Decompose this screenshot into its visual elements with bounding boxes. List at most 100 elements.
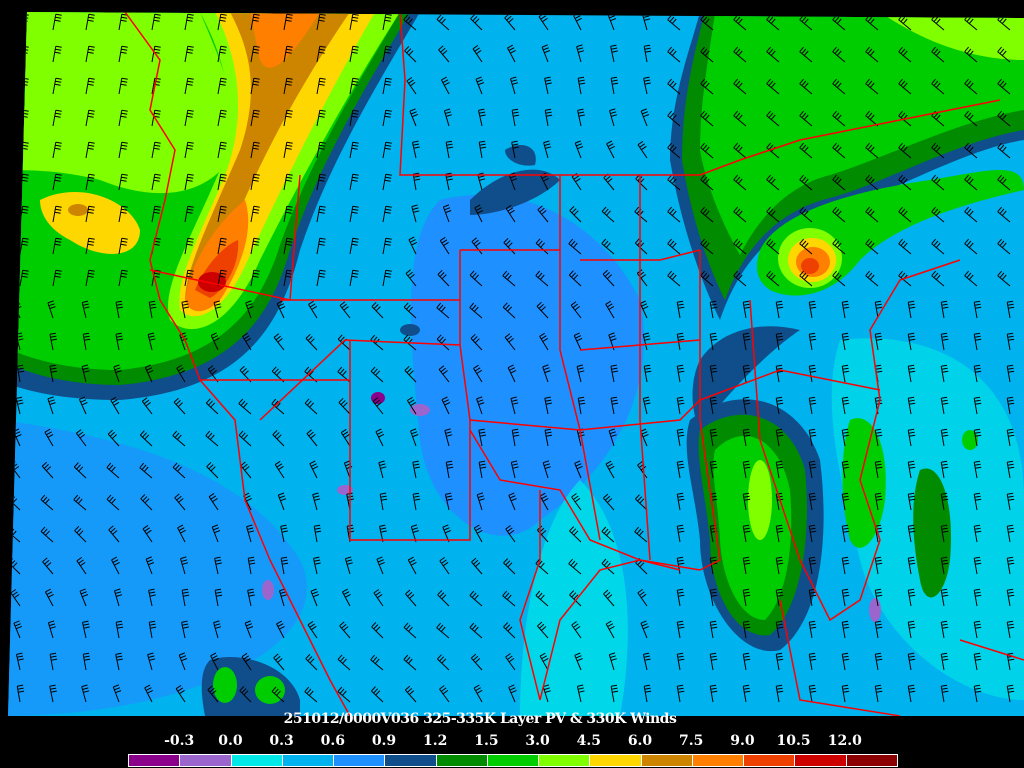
wind-barb — [172, 462, 186, 479]
wind-barb — [539, 492, 549, 511]
wind-barb — [144, 684, 154, 703]
wind-barb — [151, 205, 161, 223]
wind-barb — [375, 428, 385, 447]
wind-barb — [610, 364, 618, 383]
wind-barb — [338, 397, 351, 415]
wind-barb — [940, 684, 949, 703]
wind-barb — [1006, 396, 1015, 415]
wind-barb — [931, 206, 945, 223]
wind-barb — [141, 397, 153, 415]
colorbar — [128, 754, 898, 767]
wind-barb — [973, 492, 982, 511]
wind-barb — [316, 77, 326, 95]
wind-barb — [274, 460, 285, 479]
colorbar-labels: -0.3 0.0 0.3 0.6 0.9 1.2 1.5 3.0 4.5 6.0 7.5 9.0 10.… — [0, 733, 1024, 751]
wind-barb — [85, 141, 95, 159]
wind-barb — [339, 301, 351, 319]
wind-barb — [406, 77, 417, 95]
wind-barb — [349, 13, 359, 31]
wind-barb — [602, 493, 615, 511]
wind-barb — [110, 396, 120, 415]
colorbar-label: -0.3 — [164, 733, 195, 749]
wind-barb — [172, 430, 186, 447]
wind-barb — [1006, 588, 1015, 607]
wind-barb — [766, 78, 780, 95]
wind-barb — [543, 140, 552, 159]
wind-barb — [213, 620, 222, 639]
wind-barb — [217, 45, 227, 63]
wind-barb — [308, 300, 318, 319]
wind-barb — [973, 364, 982, 383]
wind-barb — [973, 684, 982, 703]
wind-barb — [13, 428, 22, 447]
wind-barb — [139, 430, 153, 447]
wind-barb — [742, 556, 751, 575]
wind-barb — [603, 173, 615, 191]
wind-barb — [841, 460, 850, 479]
wind-barb — [799, 142, 813, 159]
wind-barb — [841, 332, 850, 351]
wind-barb — [766, 206, 780, 223]
wind-barb — [52, 173, 62, 191]
wind-barb — [874, 556, 883, 575]
wind-barb — [1006, 524, 1015, 543]
wind-barb — [931, 46, 945, 63]
wind-barb — [410, 428, 419, 447]
wind-barb — [173, 397, 186, 415]
map-title: 251012/0000V036 325-335K Layer PV & 330K… — [283, 711, 677, 727]
wind-barb — [676, 428, 685, 447]
wind-barb — [799, 206, 813, 223]
wind-barb — [184, 109, 194, 127]
wind-barb — [217, 205, 227, 223]
wind-barb — [997, 142, 1011, 159]
wind-barb — [184, 141, 194, 159]
wind-barb — [874, 396, 883, 415]
wind-barb — [709, 364, 718, 383]
wind-barb — [379, 524, 387, 543]
wind-barb — [337, 366, 351, 383]
wind-barb — [1006, 684, 1015, 703]
wind-barb — [808, 428, 817, 447]
wind-barb — [907, 428, 916, 447]
pv-shading — [8, 12, 1024, 716]
wind-barb — [997, 238, 1011, 255]
wind-barb — [44, 428, 54, 447]
wind-barb — [179, 332, 188, 351]
wind-barb — [643, 684, 652, 703]
wind-barb — [52, 109, 62, 127]
wind-barb — [733, 174, 747, 191]
wind-barb — [438, 45, 450, 63]
wind-barb — [742, 428, 751, 447]
wind-barb — [709, 460, 718, 479]
wind-barb — [642, 652, 651, 671]
wind-barb — [542, 364, 551, 383]
wind-barb — [508, 684, 517, 703]
wind-barb — [247, 588, 255, 607]
wind-barb — [841, 652, 850, 671]
wind-barb — [898, 174, 912, 191]
wind-barb — [81, 684, 90, 703]
wind-barb — [973, 460, 982, 479]
wind-barb — [576, 44, 585, 63]
wind-barb — [382, 141, 392, 159]
wind-barb — [940, 364, 949, 383]
wind-barb — [775, 332, 784, 351]
wind-barb — [349, 141, 359, 159]
wind-barb — [841, 620, 850, 639]
wind-barb — [238, 398, 252, 415]
wind-barb — [808, 364, 817, 383]
wind-barb — [403, 654, 417, 671]
wind-barb — [841, 556, 850, 575]
colorbar-swatch — [180, 755, 232, 766]
wind-barb — [709, 684, 718, 703]
wind-barb — [537, 205, 549, 223]
wind-barb — [244, 620, 254, 639]
wind-barb — [471, 557, 483, 575]
wind-barb — [667, 174, 681, 191]
wind-barb — [1006, 492, 1015, 511]
wind-barb — [238, 430, 252, 447]
wind-barb — [349, 173, 359, 191]
wind-barb — [16, 364, 25, 383]
wind-barb — [304, 366, 318, 383]
wind-barb — [337, 686, 351, 703]
